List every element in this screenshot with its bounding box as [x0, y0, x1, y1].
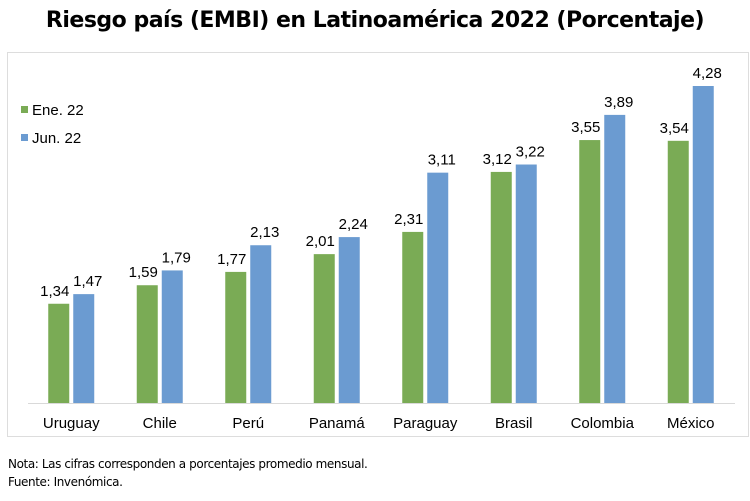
x-tick-label: Chile: [143, 415, 177, 432]
data-label: 1,59: [129, 264, 158, 281]
bar-jun: [692, 86, 714, 403]
bar-ene: [490, 171, 512, 403]
note-text: Nota: Las cifras corresponden a porcenta…: [8, 457, 368, 471]
chart-frame: [7, 52, 749, 437]
legend-swatch: [21, 106, 28, 113]
bar-jun: [604, 114, 626, 404]
bar-jun: [250, 245, 272, 403]
data-label: 1,47: [73, 273, 102, 290]
bar-ene: [579, 140, 601, 404]
data-label: 2,24: [339, 216, 368, 233]
data-label: 2,01: [306, 233, 335, 250]
x-tick-label: Panamá: [309, 415, 366, 432]
x-tick-label: Perú: [232, 415, 264, 432]
bar-ene: [48, 303, 70, 403]
bar-jun: [515, 164, 537, 403]
data-label: 2,13: [250, 224, 279, 241]
data-label: 3,22: [516, 144, 545, 161]
bar-ene: [313, 254, 335, 403]
data-label: 3,12: [483, 151, 512, 168]
bar-ene: [225, 271, 247, 403]
data-label: 1,79: [162, 249, 191, 266]
data-label: 3,54: [660, 120, 689, 137]
bar-ene: [402, 231, 424, 403]
bar-jun: [427, 172, 449, 403]
chart-title: Riesgo país (EMBI) en Latinoamérica 2022…: [45, 8, 705, 33]
bar-ene: [136, 285, 158, 403]
legend-label: Jun. 22: [32, 130, 81, 147]
data-label: 3,11: [428, 152, 456, 169]
legend-swatch: [21, 134, 28, 141]
x-tick-label: Uruguay: [43, 415, 100, 432]
data-label: 3,55: [571, 119, 600, 136]
x-tick-label: Colombia: [571, 415, 635, 432]
x-tick-label: Brasil: [495, 415, 533, 432]
legend-label: Ene. 22: [32, 102, 84, 119]
data-label: 3,89: [604, 94, 633, 111]
data-label: 1,34: [40, 283, 69, 300]
bar-jun: [338, 237, 360, 403]
data-label: 1,77: [217, 251, 246, 268]
bar-jun: [73, 294, 95, 403]
bar-ene: [667, 140, 689, 403]
source-text: Fuente: Invenómica.: [8, 475, 123, 489]
data-label: 4,28: [693, 65, 722, 82]
x-tick-label: México: [667, 415, 715, 432]
bar-jun: [161, 270, 183, 403]
x-tick-label: Paraguay: [393, 415, 458, 432]
data-label: 2,31: [394, 211, 423, 228]
